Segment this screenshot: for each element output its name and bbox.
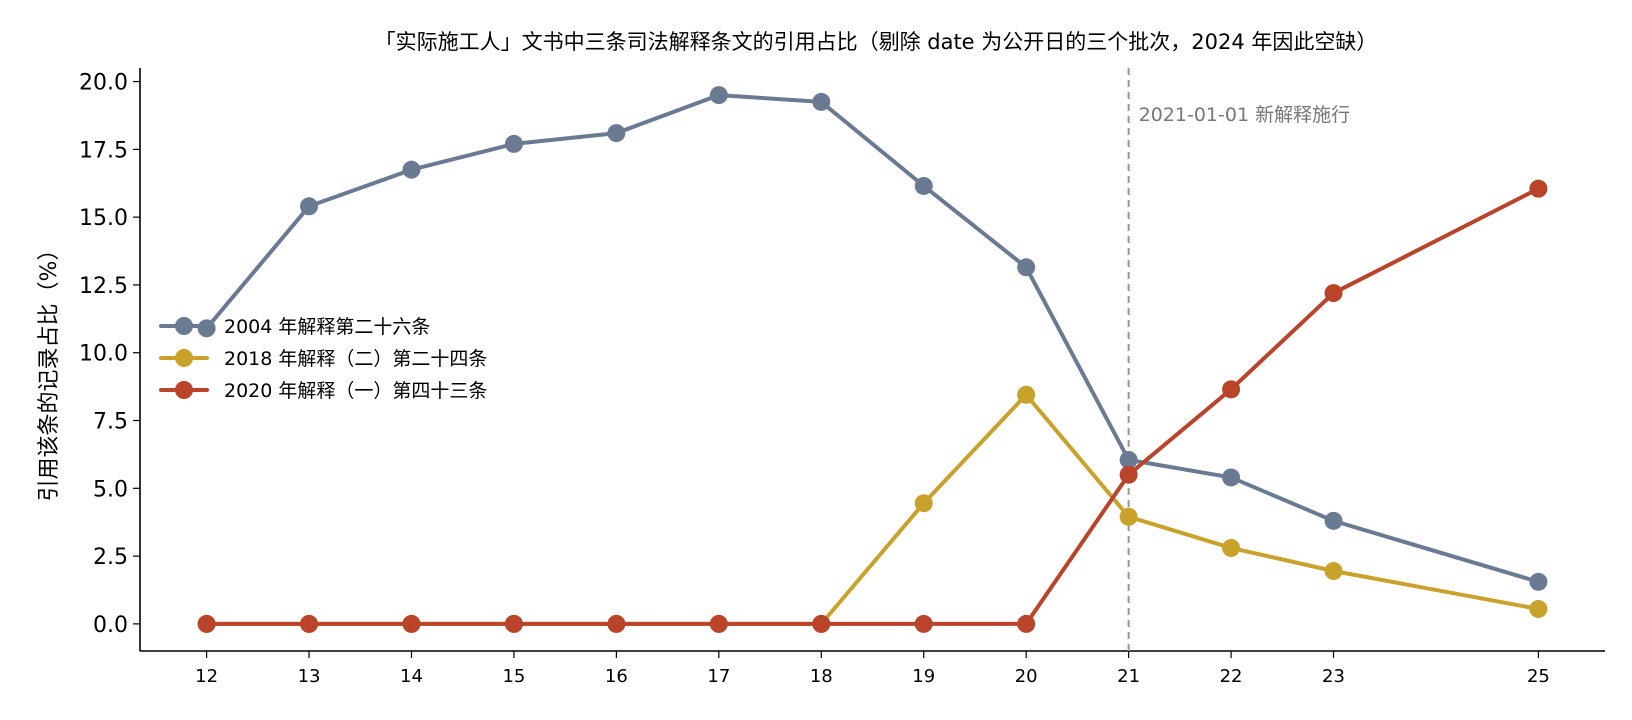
data-point <box>1529 179 1548 198</box>
data-point <box>709 614 728 633</box>
x-tick-label: 20 <box>1015 666 1038 687</box>
data-point <box>1222 380 1241 399</box>
x-tick-label: 22 <box>1220 666 1243 687</box>
chart-title: 「实际施工人」文书中三条司法解释条文的引用占比（剔除 date 为公开日的三个批… <box>375 30 1378 54</box>
y-tick-label: 15.0 <box>79 206 128 231</box>
reference-annotation: 2021-01-01 新解释施行 <box>1139 104 1350 126</box>
data-point <box>607 124 626 143</box>
x-tick-label: 18 <box>810 666 833 687</box>
legend-item: 2020 年解释（一）第四十三条 <box>159 380 487 402</box>
series-3 <box>197 179 1548 633</box>
data-point <box>1017 614 1036 633</box>
x-tick-label: 14 <box>400 666 423 687</box>
vertical-reference: 2021-01-01 新解释施行 <box>1127 68 1350 651</box>
legend-label: 2004 年解释第二十六条 <box>224 316 430 338</box>
data-point <box>1119 450 1138 469</box>
data-point <box>1529 599 1548 618</box>
y-tick-label: 0.0 <box>93 613 128 638</box>
x-tick-label: 13 <box>298 666 321 687</box>
data-point <box>914 176 933 195</box>
legend-marker <box>175 381 193 399</box>
data-point <box>1017 258 1036 277</box>
series-line <box>204 392 1541 626</box>
data-point <box>1324 284 1343 303</box>
y-tick-label: 10.0 <box>79 342 128 367</box>
x-tick-label: 12 <box>195 666 218 687</box>
x-tick-label: 15 <box>502 666 525 687</box>
data-point <box>1119 507 1138 526</box>
series-1 <box>197 86 1548 591</box>
data-point <box>1222 538 1241 557</box>
data-point <box>1324 511 1343 530</box>
legend-item: 2018 年解释（二）第二十四条 <box>159 348 487 370</box>
data-point <box>504 134 523 153</box>
x-tick-label: 16 <box>605 666 628 687</box>
data-point <box>1529 572 1548 591</box>
legend-item: 2004 年解释第二十六条 <box>159 316 430 338</box>
y-tick-label: 12.5 <box>79 274 128 299</box>
data-point <box>197 319 216 338</box>
data-point <box>300 614 319 633</box>
y-tick-label: 20.0 <box>79 71 128 96</box>
legend-label: 2018 年解释（二）第二十四条 <box>224 348 487 370</box>
x-tick-label: 23 <box>1322 666 1345 687</box>
data-point <box>402 614 421 633</box>
data-point <box>914 494 933 513</box>
data-point <box>812 92 831 111</box>
legend-marker <box>175 317 193 335</box>
legend: 2004 年解释第二十六条 2018 年解释（二）第二十四条 2020 年解释（一）… <box>159 316 487 402</box>
series <box>197 86 1548 633</box>
x-tick-label: 21 <box>1117 666 1140 687</box>
axes: 0.0 2.5 5.0 7.5 10.0 12.5 15.0 17.5 20.0 12 13 14 15… <box>79 68 1605 687</box>
data-point <box>607 614 626 633</box>
data-point <box>504 614 523 633</box>
data-point <box>914 614 933 633</box>
legend-label: 2020 年解释（一）第四十三条 <box>224 380 487 402</box>
y-tick-label: 2.5 <box>93 545 128 570</box>
series-line <box>204 186 1541 626</box>
y-tick-label: 7.5 <box>93 410 128 435</box>
y-tick-label: 17.5 <box>79 138 128 163</box>
y-axis-label: 引用该条的记录占比（%） <box>37 239 62 502</box>
data-point <box>812 614 831 633</box>
y-tick-label: 5.0 <box>93 477 128 502</box>
data-point <box>1119 465 1138 484</box>
series-2 <box>197 385 1548 633</box>
x-tick-label: 25 <box>1527 666 1550 687</box>
data-point <box>402 160 421 179</box>
data-point <box>1324 562 1343 581</box>
legend-marker <box>175 349 193 367</box>
x-tick-label: 17 <box>707 666 730 687</box>
data-point <box>709 86 728 105</box>
data-point <box>197 614 216 633</box>
data-point <box>1017 385 1036 404</box>
data-point <box>1222 468 1241 487</box>
x-tick-label: 19 <box>912 666 935 687</box>
data-point <box>300 197 319 216</box>
